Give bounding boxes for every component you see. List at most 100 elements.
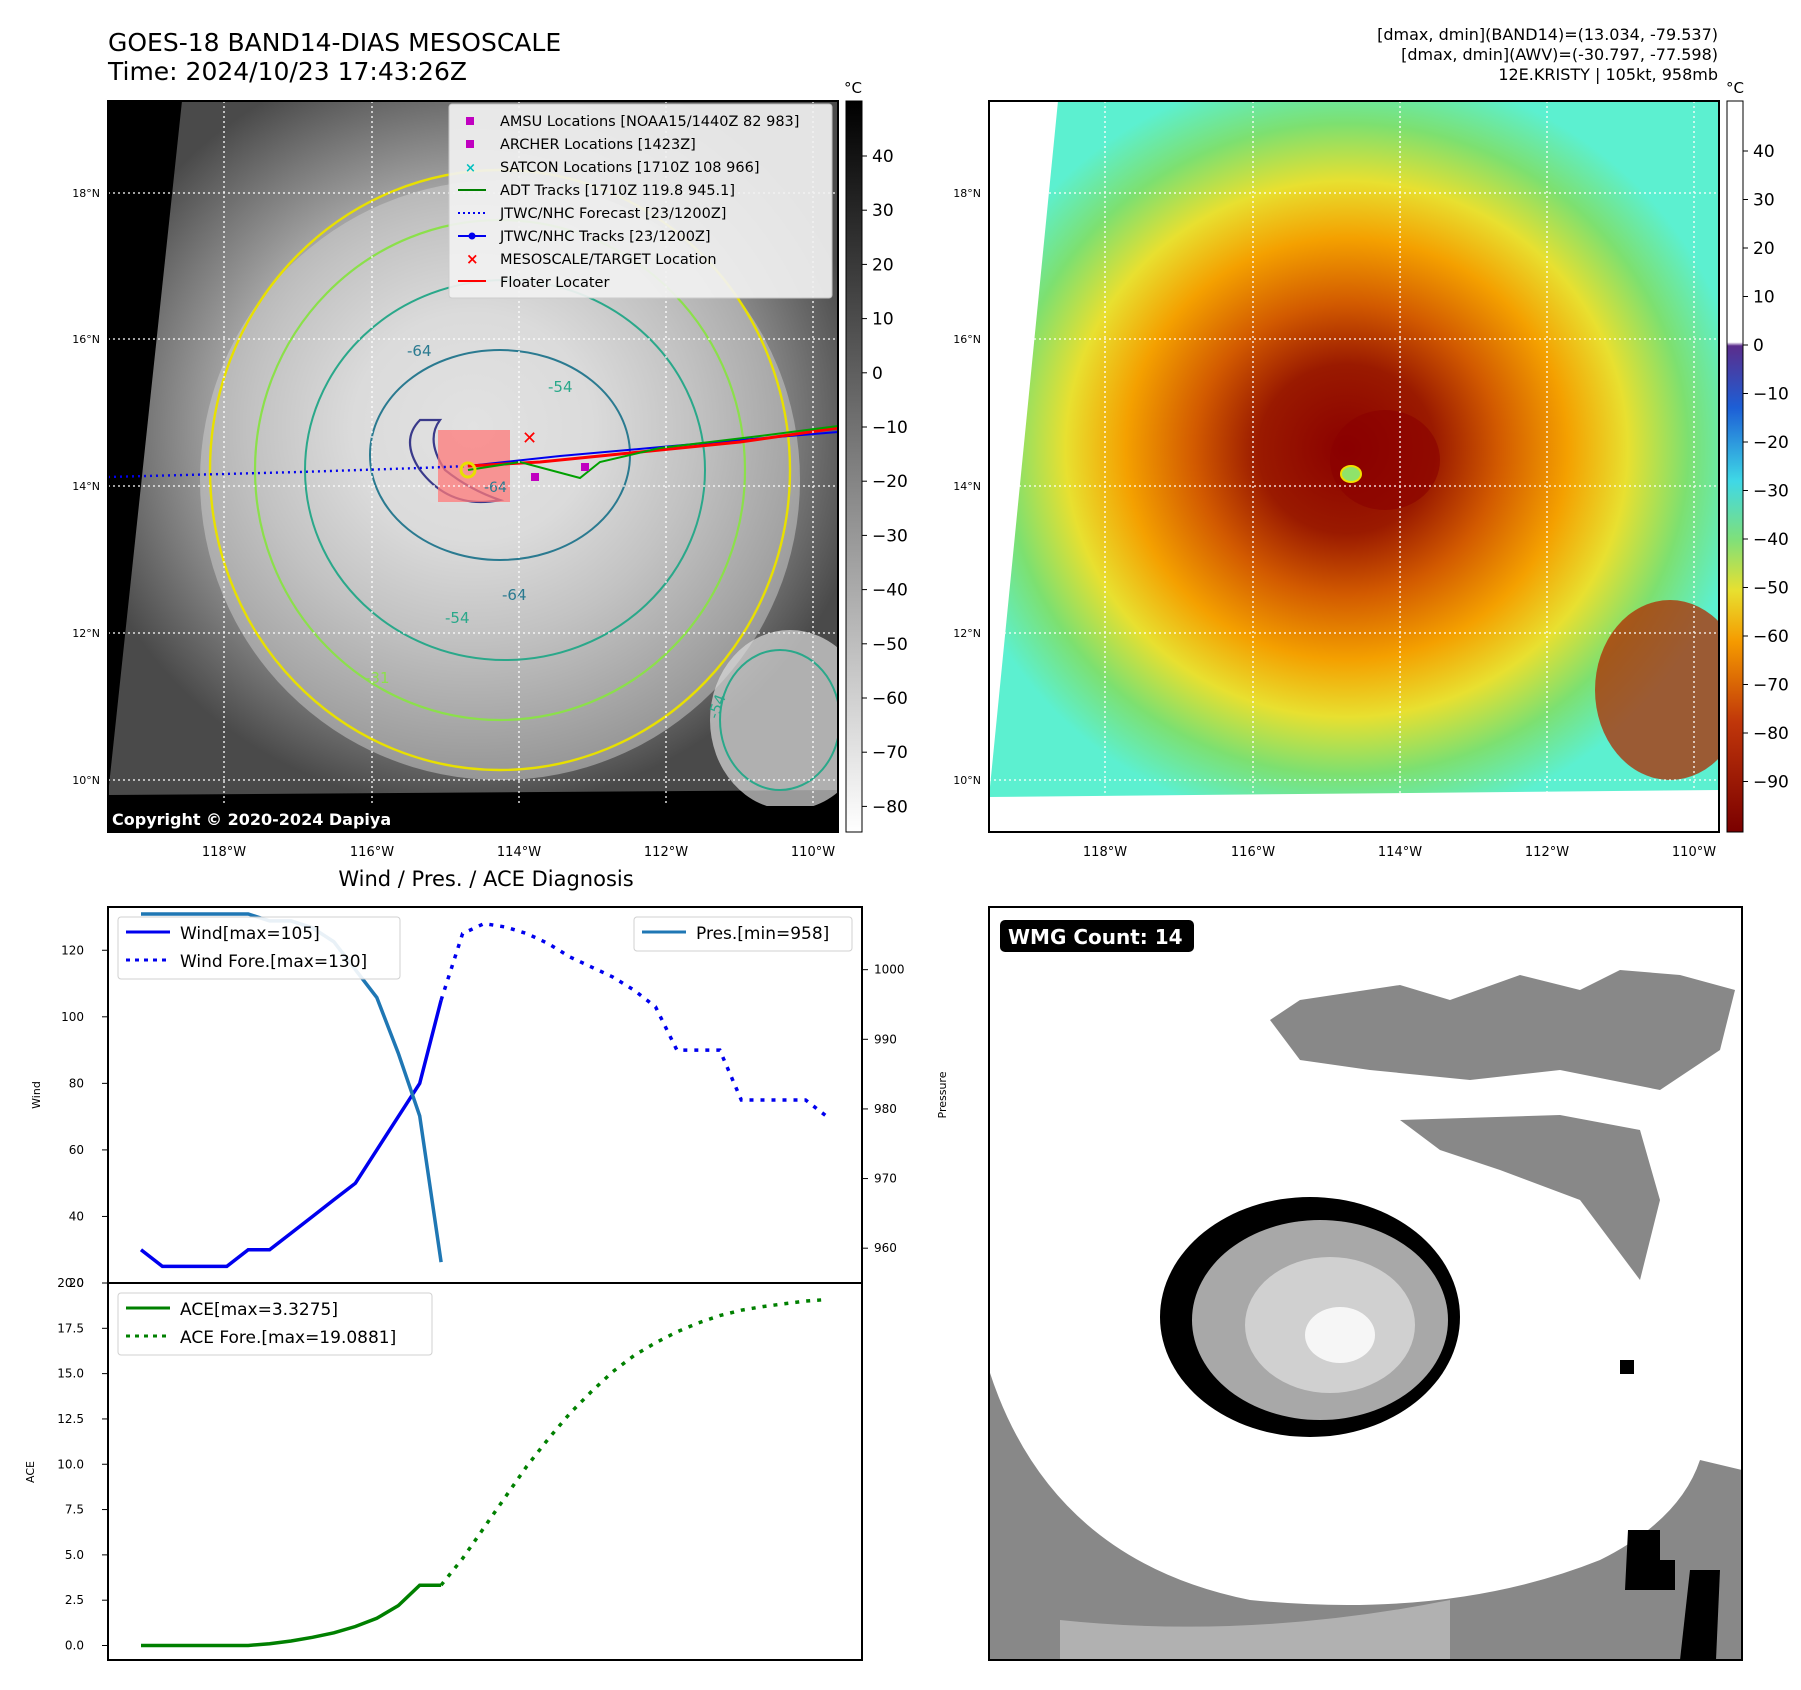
pressure-legend-label: Pres.[min=958] <box>696 924 829 944</box>
color-lat-label-4: 10°N <box>953 774 981 787</box>
legend-adt: ADT Tracks [1710Z 119.8 945.1] <box>500 183 735 199</box>
wmg-cell-1 <box>1620 1360 1634 1374</box>
wind-series-line-0 <box>139 999 443 1269</box>
header-time: Time: 2024/10/23 17:43:26Z <box>107 57 467 86</box>
header-dmax-band14: [dmax, dmin](BAND14)=(13.034, -79.537) <box>1377 25 1718 44</box>
figure-header: GOES-18 BAND14-DIAS MESOSCALE Time: 2024… <box>107 25 1718 86</box>
ir-colorbar-tick-label-2: 20 <box>872 255 894 275</box>
color-gridlines <box>989 101 1719 832</box>
ir-lon-label-4: 110°W <box>791 845 835 860</box>
ir-colorbar-tick-label-4: 0 <box>872 364 883 384</box>
legend-floater: Floater Locater <box>500 275 609 291</box>
color-colorbar-tick-label-10: −60 <box>1753 627 1789 647</box>
legend-target: MESOSCALE/TARGET Location <box>500 252 717 268</box>
wind-legend-label: Wind[max=105] <box>180 924 320 944</box>
ir-lat-label-0: 18°N <box>72 187 100 200</box>
copyright-text: Copyright © 2020-2024 Dapiya <box>112 810 391 829</box>
ace-forecast-legend-label: ACE Fore.[max=19.0881] <box>180 1328 396 1348</box>
ace-tick-label-0: 0.0 <box>65 1639 84 1653</box>
ir-lat-label-3: 12°N <box>72 627 100 640</box>
wind-tick-label-5: 120 <box>61 943 84 957</box>
contour-label-5: -64 <box>484 480 507 496</box>
ir-cloud-cluster <box>710 630 838 810</box>
color-colorbar-tick-label-7: −30 <box>1753 482 1789 502</box>
wind-legend: Wind[max=105] Wind Fore.[max=130] <box>117 916 401 980</box>
color-lon-label-1: 116°W <box>1231 845 1275 860</box>
header-dmax-awv: [dmax, dmin](AWV)=(-30.797, -77.598) <box>1401 45 1718 64</box>
color-colorbar-ramp <box>1726 100 1744 833</box>
ace-axis-label: ACE <box>24 1461 37 1483</box>
wmg-right-band <box>1400 1115 1660 1280</box>
contour-label-1: -64 <box>407 342 432 360</box>
color-colorbar-tick-label-9: −50 <box>1753 579 1789 599</box>
ace-tick-label-7: 17.5 <box>57 1321 84 1335</box>
ir-lat-label-2: 14°N <box>72 480 100 493</box>
wmg-cell-3 <box>1680 1570 1720 1660</box>
ir-lat-label-1: 16°N <box>72 333 100 346</box>
ir-colorbar-tick-label-10: −60 <box>872 689 908 709</box>
ace-legend-box <box>117 1292 433 1356</box>
color-cloud-cluster <box>1595 600 1719 780</box>
pressure-tick-label-1: 970 <box>874 1172 897 1186</box>
ace-chart: 0.0 2.5 5.0 7.5 10.0 12.5 15.0 17.5 20.0 ACE ACE… <box>24 1276 863 1661</box>
color-colorbar-tick-label-0: 40 <box>1753 142 1775 162</box>
color-colorbar-tick-label-11: −70 <box>1753 676 1789 696</box>
legend-target-swatch: × <box>466 250 479 268</box>
ir-colorbar-tick-label-9: −50 <box>872 635 908 655</box>
ace-legend-label: ACE[max=3.3275] <box>180 1300 338 1320</box>
pressure-tick-label-2: 980 <box>874 1102 897 1116</box>
ir-frame <box>107 100 839 833</box>
adt-track <box>467 425 838 480</box>
ir-colorbar-tick-label-1: 30 <box>872 201 894 221</box>
color-colorbar: °C 40 30 20 10 0 −10 −20 −30 −40 −50 −60 −70 −80 −90 <box>1726 79 1789 833</box>
wind-tick-label-1: 40 <box>69 1209 84 1223</box>
color-colorbar-tick-label-1: 30 <box>1753 191 1775 211</box>
legend-tracks-dot <box>468 232 476 240</box>
wind-series-line-1 <box>439 921 829 1118</box>
wind-axis-ticks: 20 40 60 80 100 120 <box>61 943 108 1290</box>
ir-colorbar-ramp <box>845 100 863 833</box>
ace-legend: ACE[max=3.3275] ACE Fore.[max=19.0881] <box>117 1292 433 1356</box>
wmg-gap <box>1060 1600 1450 1660</box>
wind-tick-label-4: 100 <box>61 1010 84 1024</box>
wmg-panel: WMG Count: 14 <box>988 906 1743 1661</box>
color-colorbar-tick-label-2: 20 <box>1753 239 1775 259</box>
color-lon-label-0: 118°W <box>1083 845 1127 860</box>
ir-lon-label-2: 114°W <box>497 845 541 860</box>
contour-label-2: -54 <box>548 378 573 396</box>
color-frame <box>988 100 1720 833</box>
mesoscale-target-marker: ✕ <box>522 428 537 449</box>
pressure-tick-label-0: 960 <box>874 1241 897 1255</box>
wmg-frame <box>988 906 1743 1661</box>
ace-tick-label-2: 5.0 <box>65 1548 84 1562</box>
ir-legend-box <box>448 103 833 299</box>
color-lat-label-3: 12°N <box>953 627 981 640</box>
ir-legend: AMSU Locations [NOAA15/1440Z 82 983] ARC… <box>448 103 833 299</box>
color-colorbar-tick-label-12: −80 <box>1753 724 1789 744</box>
ir-colorbar-tick-label-5: −10 <box>872 418 908 438</box>
wind-axis-label: Wind <box>30 1081 43 1109</box>
ir-lon-label-3: 112°W <box>644 845 688 860</box>
wind-tick-label-2: 60 <box>69 1143 84 1157</box>
legend-satcon-swatch: × <box>465 161 476 176</box>
color-eye <box>1340 465 1362 483</box>
color-longitude-labels: 118°W 116°W 114°W 112°W 110°W <box>1083 845 1716 860</box>
color-lat-label-1: 16°N <box>953 333 981 346</box>
color-colorbar-tick-label-3: 10 <box>1753 288 1775 308</box>
ace-tick-label-4: 10.0 <box>57 1457 84 1471</box>
header-storm-info: 12E.KRISTY | 105kt, 958mb <box>1498 65 1718 84</box>
wind-forecast-legend-label: Wind Fore.[max=130] <box>180 952 367 972</box>
ir-colorbar-tick-label-3: 10 <box>872 310 894 330</box>
ir-colorbar-tick-label-8: −40 <box>872 581 908 601</box>
legend-amsu-swatch <box>466 117 474 125</box>
legend-amsu: AMSU Locations [NOAA15/1440Z 82 983] <box>500 114 799 130</box>
ir-longitude-labels: 118°W 116°W 114°W 112°W 110°W <box>202 845 835 860</box>
ir-colorbar-tick-label-12: −80 <box>872 797 908 817</box>
archer-location-marker <box>581 463 589 471</box>
color-lat-label-2: 14°N <box>953 480 981 493</box>
wmg-upper-band <box>1270 970 1735 1090</box>
floater-locater-track <box>467 426 838 468</box>
diagnosis-title: Wind / Pres. / ACE Diagnosis <box>338 867 633 891</box>
contour-label-3: -64 <box>502 586 527 604</box>
